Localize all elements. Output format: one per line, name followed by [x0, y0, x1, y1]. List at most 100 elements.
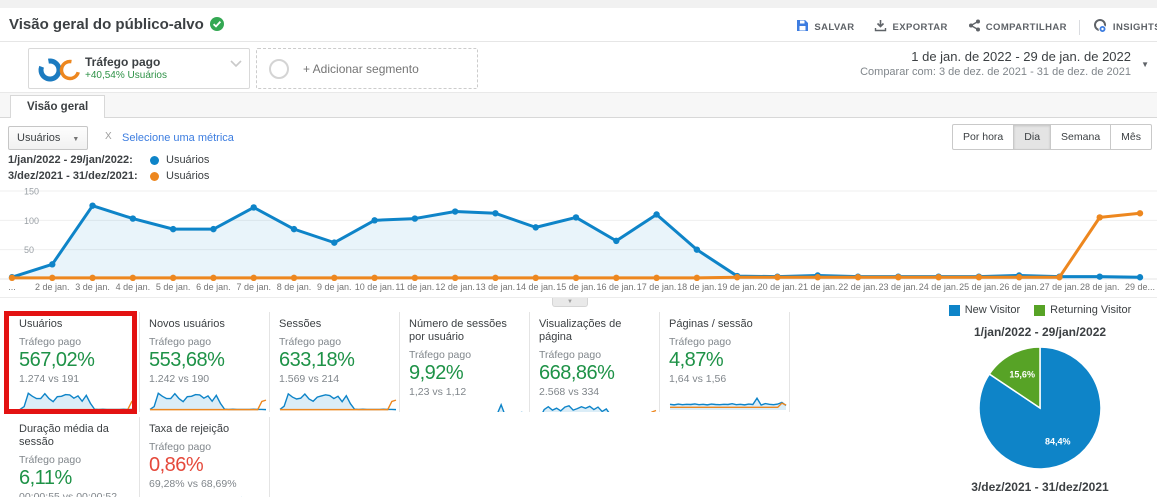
card-title: Páginas / sessão [669, 318, 753, 330]
card-sparkline [279, 392, 397, 411]
scorecard-taxa-rejeicao[interactable]: Taxa de rejeição Tráfego pago 0,86% 69,2… [140, 417, 270, 497]
card-segment: Tráfego pago [149, 335, 212, 348]
svg-text:13 de jan.: 13 de jan. [476, 282, 516, 292]
svg-text:12 de jan.: 12 de jan. [435, 282, 475, 292]
card-sparkline [149, 392, 267, 411]
card-segment: Tráfego pago [149, 440, 212, 453]
report-panel: Usuários ▼ X Selecione uma métrica Por ho… [0, 118, 1157, 497]
card-value: 553,68% [149, 348, 225, 371]
svg-text:8 de jan.: 8 de jan. [277, 282, 312, 292]
scorecard-novos-usuarios[interactable]: Novos usuários Tráfego pago 553,68% 1.24… [140, 312, 270, 412]
card-compare: 00:00:55 vs 00:00:52 [19, 490, 118, 497]
share-button[interactable]: COMPARTILHAR [958, 15, 1077, 39]
legend-metric-previous: Usuários [166, 170, 210, 182]
card-value: 4,87% [669, 348, 724, 371]
granularity-mes[interactable]: Mês [1110, 124, 1152, 150]
legend-dot-previous [150, 171, 159, 181]
header-divider [1078, 19, 1080, 35]
card-title: Sessões [279, 318, 322, 330]
card-compare: 1.274 vs 191 [19, 372, 80, 385]
card-compare: 1,64 vs 1,56 [669, 372, 727, 385]
scorecard-usuarios[interactable]: Usuários Tráfego pago 567,02% 1.274 vs 1… [10, 312, 140, 412]
svg-text:16 de jan.: 16 de jan. [597, 282, 637, 292]
svg-text:5 de jan.: 5 de jan. [156, 282, 191, 292]
svg-text:17 de jan.: 17 de jan. [637, 282, 677, 292]
segment-name: Tráfego pago [85, 55, 161, 69]
save-button[interactable]: SALVAR [786, 15, 864, 39]
tab-visao-geral[interactable]: Visão geral [10, 95, 106, 119]
svg-text:15 de jan.: 15 de jan. [556, 282, 596, 292]
card-segment: Tráfego pago [279, 335, 342, 348]
scorecard-visualizacoes[interactable]: Visualizações de página Tráfego pago 668… [530, 312, 660, 412]
card-value: 668,86% [539, 361, 615, 384]
card-segment: Tráfego pago [539, 348, 602, 361]
metric-dropdown[interactable]: Usuários ▼ [8, 126, 89, 150]
card-segment: Tráfego pago [409, 348, 472, 361]
svg-text:9 de jan.: 9 de jan. [317, 282, 352, 292]
scorecards-row-1: Usuários Tráfego pago 567,02% 1.274 vs 1… [10, 312, 790, 412]
svg-text:19 de jan.: 19 de jan. [717, 282, 757, 292]
segment-bar: Tráfego pago +40,54% Usuários + Adiciona… [0, 42, 1157, 93]
scorecard-sessoes[interactable]: Sessões Tráfego pago 633,18% 1.569 vs 21… [270, 312, 400, 412]
metric-dropdown-caret-icon: ▼ [72, 136, 80, 143]
svg-text:29 de...: 29 de... [1125, 282, 1155, 292]
segment-chip-trafego-pago[interactable]: Tráfego pago +40,54% Usuários [28, 48, 250, 89]
granularity-dia[interactable]: Dia [1013, 124, 1052, 150]
svg-text:50: 50 [24, 245, 34, 255]
svg-text:18 de jan.: 18 de jan. [677, 282, 717, 292]
card-title: Novos usuários [149, 318, 225, 330]
report-header: Visão geral do público-alvo SALVAR EXPOR… [0, 8, 1157, 42]
insights-button[interactable]: INSIGHTS [1082, 14, 1157, 40]
svg-text:3 de jan.: 3 de jan. [75, 282, 110, 292]
tab-strip: Visão geral [0, 93, 1157, 119]
select-metric-link[interactable]: Selecione uma métrica [122, 132, 234, 144]
card-segment: Tráfego pago [669, 335, 732, 348]
save-icon [796, 19, 809, 35]
svg-text:28 de jan.: 28 de jan. [1080, 282, 1120, 292]
card-compare: 1.242 vs 190 [149, 372, 210, 385]
add-segment-button[interactable]: + Adicionar segmento [256, 48, 478, 89]
legend-dot-current [150, 155, 159, 165]
card-value: 6,11% [19, 466, 72, 489]
svg-text:15,6%: 15,6% [1009, 370, 1035, 380]
visitor-type-pie-current: 84,4% 15,6% [978, 346, 1102, 470]
scorecard-duracao-media[interactable]: Duração média da sessão Tráfego pago 6,1… [10, 417, 140, 497]
svg-text:26 de jan.: 26 de jan. [999, 282, 1039, 292]
legend-metric-current: Usuários [166, 154, 210, 166]
granularity-por-hora[interactable]: Por hora [952, 124, 1015, 150]
card-value: 633,18% [279, 348, 355, 371]
card-compare: 1.569 vs 214 [279, 372, 340, 385]
segment-texts: Tráfego pago +40,54% Usuários [85, 55, 167, 81]
segment-donut-icon [37, 56, 81, 89]
main-line-chart[interactable]: 50 100 150... 2 de jan. 3 de jan. 4 de jan. 5 … [0, 185, 1157, 298]
date-range-selector[interactable]: 1 de jan. de 2022 - 29 de jan. de 2022 C… [860, 49, 1131, 78]
svg-text:10 de jan.: 10 de jan. [355, 282, 395, 292]
card-title: Taxa de rejeição [149, 423, 230, 435]
svg-text:23 de jan.: 23 de jan. [879, 282, 919, 292]
export-button[interactable]: EXPORTAR [864, 15, 957, 39]
svg-text:...: ... [8, 282, 16, 292]
chevron-down-icon[interactable] [230, 55, 242, 73]
scorecard-paginas-sessao[interactable]: Páginas / sessão Tráfego pago 4,87% 1,64… [660, 312, 790, 412]
date-range-compare: Comparar com: 3 de dez. de 2021 - 31 de … [860, 66, 1131, 78]
tab-label: Visão geral [27, 101, 89, 113]
svg-text:21 de jan.: 21 de jan. [798, 282, 838, 292]
legend-row-current: 1/jan/2022 - 29/jan/2022: Usuários [8, 154, 209, 166]
svg-text:84,4%: 84,4% [1045, 436, 1071, 446]
card-value: 567,02% [19, 348, 95, 371]
insights-icon [1092, 18, 1108, 36]
timeseries-chart-area: 50 100 150... 2 de jan. 3 de jan. 4 de jan. 5 … [0, 185, 1157, 298]
granularity-semana[interactable]: Semana [1050, 124, 1112, 150]
svg-text:7 de jan.: 7 de jan. [236, 282, 271, 292]
chart-collapse-handle[interactable]: ▼ [552, 298, 588, 307]
share-label: COMPARTILHAR [985, 21, 1067, 33]
svg-text:14 de jan.: 14 de jan. [516, 282, 556, 292]
card-title: Usuários [19, 318, 63, 330]
scorecards-row-2: Duração média da sessão Tráfego pago 6,1… [10, 417, 270, 497]
scorecard-sessoes-por-usuario[interactable]: Número de sessões por usuário Tráfego pa… [400, 312, 530, 412]
card-value: 9,92% [409, 361, 464, 384]
svg-text:150: 150 [24, 187, 39, 197]
date-range-caret-icon[interactable]: ▼ [1141, 60, 1149, 69]
svg-text:20 de jan.: 20 de jan. [758, 282, 798, 292]
add-segment-label: + Adicionar segmento [303, 62, 419, 76]
